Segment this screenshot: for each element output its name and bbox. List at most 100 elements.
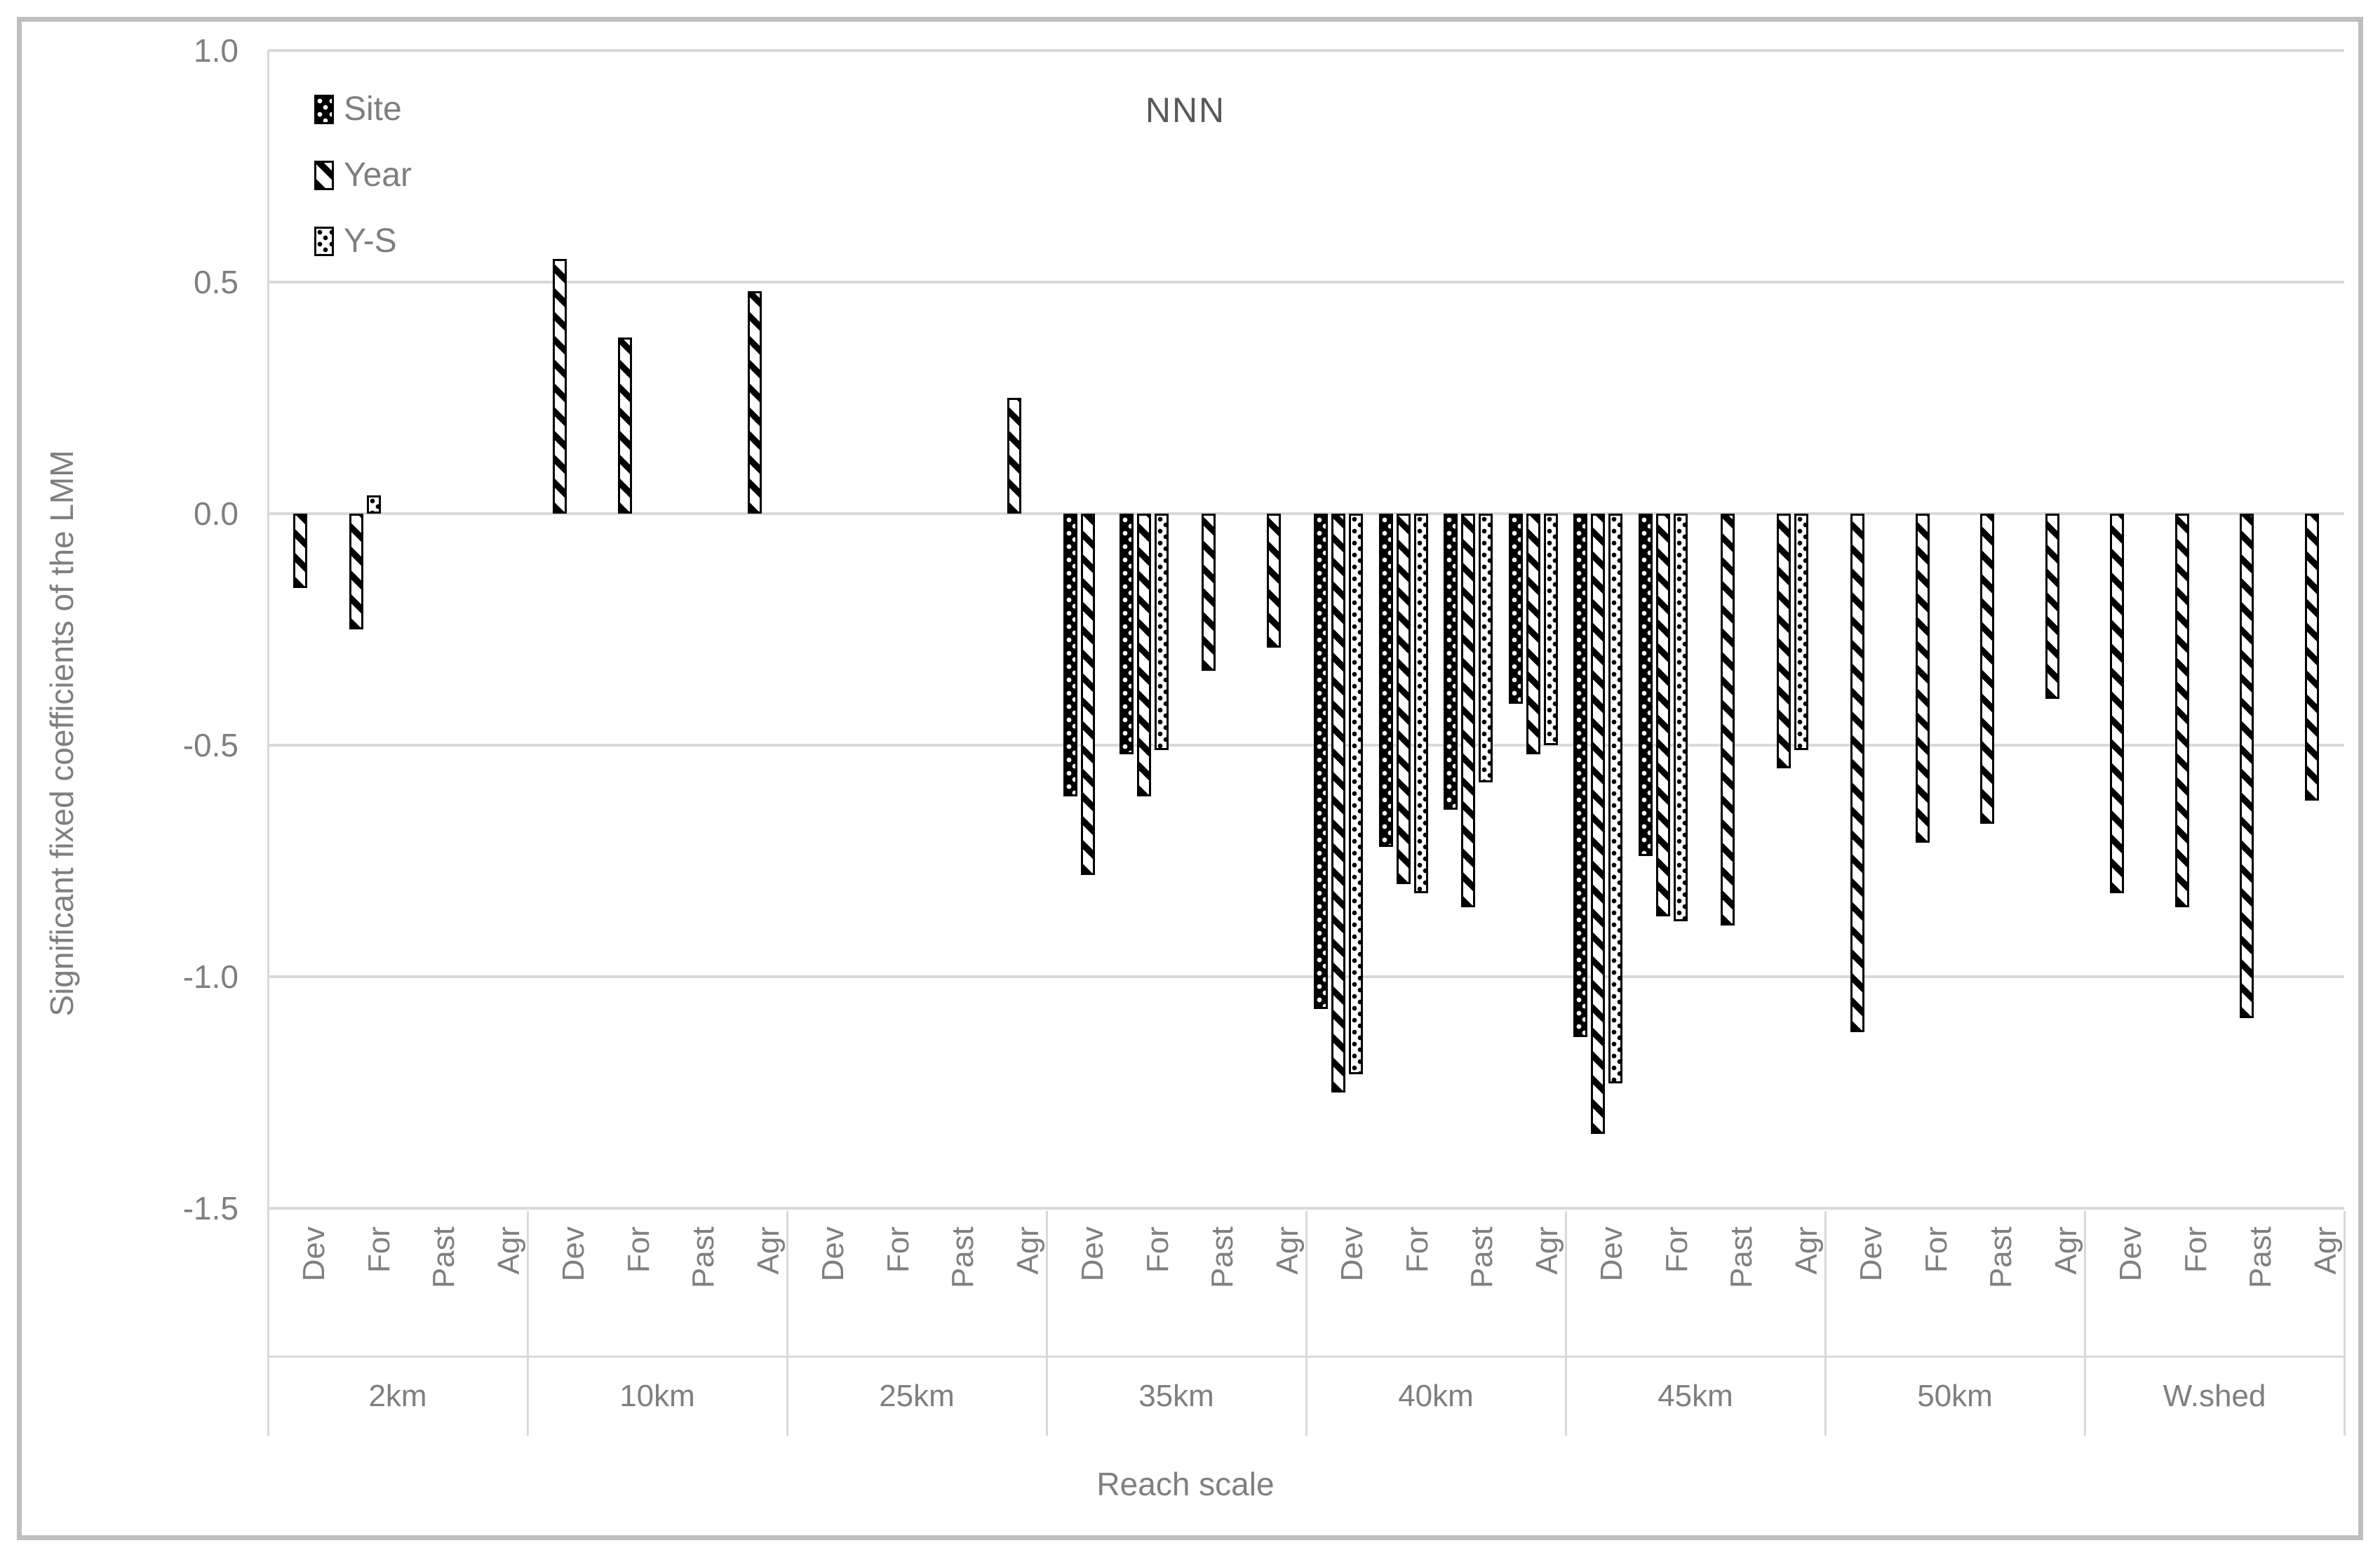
- bar-45km-Dev-Year: [1591, 514, 1605, 1134]
- category-label: For: [1918, 1227, 1954, 1273]
- bar-50km-For-Year: [1916, 514, 1930, 843]
- group-label: 25km: [879, 1379, 955, 1413]
- bar-35km-Agr-Year: [1267, 514, 1281, 648]
- group-separator: [2344, 1211, 2346, 1436]
- bar-10km-Agr-Year: [748, 291, 762, 514]
- group-separator: [2084, 1211, 2086, 1436]
- legend-item-year: Year: [314, 156, 412, 194]
- group-separator: [1305, 1211, 1307, 1436]
- legend-label: Y-S: [344, 222, 397, 260]
- category-label: For: [1659, 1227, 1694, 1273]
- category-label: Dev: [556, 1227, 591, 1282]
- group-label: W.shed: [2163, 1379, 2266, 1413]
- category-label: Dev: [1854, 1227, 1889, 1282]
- category-label: For: [1399, 1227, 1434, 1273]
- category-label: Past: [2243, 1227, 2278, 1289]
- bar-25km-Agr-Year: [1007, 398, 1021, 514]
- y-tick-label: -1.0: [182, 958, 238, 995]
- bar-45km-Dev-Y-S: [1608, 514, 1622, 1083]
- group-separator: [1824, 1211, 1827, 1436]
- gridline: [268, 1207, 2344, 1210]
- chart-title: NNN: [1145, 91, 1226, 130]
- gridline: [268, 281, 2344, 283]
- category-label: Agr: [1010, 1227, 1045, 1275]
- category-label: Agr: [491, 1227, 526, 1275]
- category-label: Agr: [1529, 1227, 1564, 1275]
- bar-W.shed-Dev-Year: [2110, 514, 2124, 893]
- category-label: For: [361, 1227, 396, 1273]
- bar-40km-Agr-Y-S: [1544, 514, 1558, 745]
- bar-40km-Past-Year: [1461, 514, 1475, 907]
- bar-2km-For-Year: [349, 514, 363, 629]
- category-label: Agr: [1270, 1227, 1305, 1275]
- y-tick-label: 0.0: [194, 495, 238, 532]
- category-label: Agr: [2308, 1227, 2343, 1275]
- bar-2km-For-Y-S: [367, 495, 381, 514]
- category-label: For: [2178, 1227, 2213, 1273]
- bar-10km-For-Year: [618, 338, 632, 514]
- bar-45km-For-Site: [1639, 514, 1653, 856]
- y-axis-line: [267, 51, 269, 1436]
- bar-40km-Past-Site: [1444, 514, 1458, 810]
- bar-40km-Dev-Year: [1331, 514, 1345, 1092]
- category-label: Dev: [1075, 1227, 1110, 1282]
- category-label: Dev: [2113, 1227, 2149, 1282]
- legend-label: Site: [344, 91, 402, 128]
- legend-swatch-site-pattern-icon: [314, 94, 334, 124]
- bar-40km-For-Y-S: [1414, 514, 1428, 893]
- category-label: Past: [1724, 1227, 1759, 1289]
- category-label: For: [621, 1227, 656, 1273]
- bar-35km-For-Year: [1137, 514, 1151, 796]
- y-tick-label: 1.0: [194, 32, 238, 69]
- bar-45km-Past-Year: [1721, 514, 1735, 925]
- category-label: Past: [686, 1227, 721, 1289]
- category-label: Agr: [1789, 1227, 1824, 1275]
- category-tier-divider: [268, 1356, 2344, 1358]
- category-label: Past: [1984, 1227, 2019, 1289]
- group-separator: [786, 1211, 788, 1436]
- group-label: 2km: [368, 1379, 427, 1413]
- group-label: 40km: [1398, 1379, 1474, 1413]
- bar-35km-For-Site: [1120, 514, 1134, 754]
- group-separator: [1565, 1211, 1567, 1436]
- gridline: [268, 512, 2344, 515]
- legend-label: Year: [344, 156, 412, 194]
- bar-45km-Agr-Y-S: [1794, 514, 1808, 750]
- bar-35km-Dev-Site: [1063, 514, 1077, 796]
- group-label: 45km: [1658, 1379, 1733, 1413]
- y-tick-label: -1.5: [182, 1190, 238, 1227]
- category-label: Past: [946, 1227, 981, 1289]
- legend-swatch-year-pattern-icon: [314, 160, 334, 190]
- group-label: 50km: [1917, 1379, 1993, 1413]
- bar-50km-Past-Year: [1980, 514, 1994, 824]
- category-label: For: [1140, 1227, 1175, 1273]
- bar-35km-Dev-Year: [1081, 514, 1095, 875]
- bar-10km-Dev-Year: [553, 259, 567, 514]
- bar-40km-Past-Y-S: [1479, 514, 1493, 782]
- bar-35km-For-Y-S: [1155, 514, 1169, 750]
- bar-W.shed-Agr-Year: [2305, 514, 2319, 801]
- group-separator: [527, 1211, 529, 1436]
- gridline: [268, 975, 2344, 978]
- category-label: Past: [1465, 1227, 1500, 1289]
- y-tick-label: -0.5: [182, 727, 238, 763]
- category-label: Past: [426, 1227, 462, 1289]
- bar-40km-Agr-Site: [1509, 514, 1523, 704]
- bar-50km-Dev-Year: [1850, 514, 1864, 1032]
- legend-swatch-ys-pattern-icon: [314, 226, 334, 256]
- bar-W.shed-For-Year: [2175, 514, 2189, 907]
- bar-40km-Dev-Site: [1314, 514, 1328, 1009]
- bar-40km-Dev-Y-S: [1349, 514, 1363, 1074]
- bar-45km-For-Year: [1656, 514, 1670, 916]
- bar-45km-Agr-Year: [1777, 514, 1791, 768]
- legend-item-site: Site: [314, 90, 402, 128]
- legend-item-ys: Y-S: [314, 222, 397, 260]
- category-label: Agr: [2048, 1227, 2083, 1275]
- bar-45km-For-Y-S: [1674, 514, 1688, 921]
- category-label: Dev: [816, 1227, 851, 1282]
- bar-35km-Past-Year: [1202, 514, 1216, 671]
- figure-border: [17, 17, 2363, 1540]
- bar-2km-Dev-Year: [293, 514, 307, 588]
- y-axis-title: Significant fixed coefficients of the LM…: [43, 450, 80, 1017]
